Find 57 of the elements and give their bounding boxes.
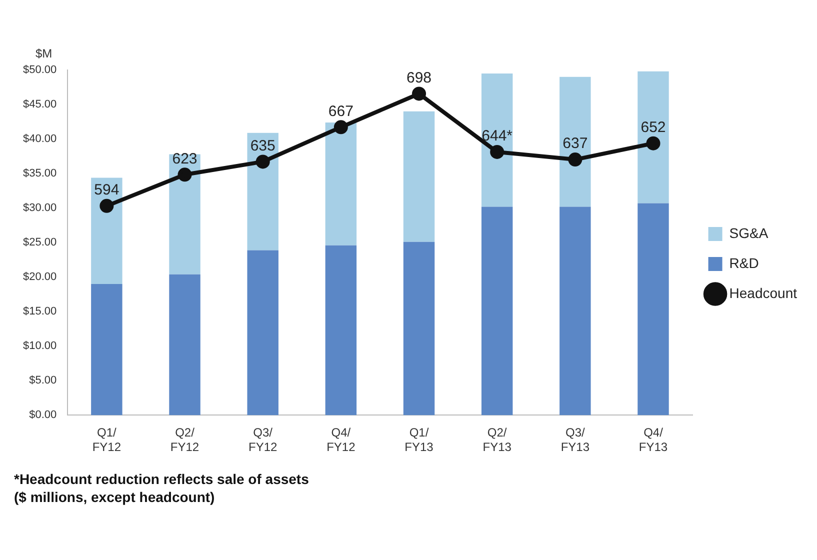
data-label: 652 xyxy=(640,118,666,136)
bar xyxy=(638,71,669,204)
bar xyxy=(560,206,591,416)
y-tick-label: $30.00 xyxy=(22,202,57,214)
bar xyxy=(403,242,435,416)
y-tick-label: $25.00 xyxy=(22,236,57,249)
bar xyxy=(481,206,513,416)
x-tick-label: Q1/ FY13 xyxy=(404,426,434,454)
bar xyxy=(247,132,278,250)
point xyxy=(256,154,270,169)
bar xyxy=(325,245,357,416)
y-tick-label: $20.00 xyxy=(22,271,57,284)
bar xyxy=(169,154,200,274)
legend-label: SG&A xyxy=(729,224,769,241)
y-tick-label: $45.00 xyxy=(22,98,57,111)
y-axis-title: $M xyxy=(35,46,52,60)
y-tick-label: $50.00 xyxy=(22,64,57,76)
data-label: 637 xyxy=(562,135,588,152)
y-tick-label: $10.00 xyxy=(22,340,57,352)
x-tick-label: Q2/ FY13 xyxy=(482,426,512,454)
text: *Headcount reduction reflects sale of assets xyxy=(14,470,309,488)
y-tick-label: $35.00 xyxy=(22,168,57,180)
point xyxy=(490,144,504,159)
x-tick-label: Q3/ FY12 xyxy=(248,426,278,454)
point xyxy=(334,120,348,134)
bar xyxy=(247,250,278,416)
point xyxy=(412,86,426,101)
data-label: 644* xyxy=(482,128,513,145)
point xyxy=(100,198,114,213)
legend-label: R&D xyxy=(729,254,759,271)
bar xyxy=(638,203,669,416)
data-label: 635 xyxy=(250,137,276,154)
x-tick-label: Q4/ FY13 xyxy=(638,426,668,454)
point xyxy=(646,136,660,150)
bar xyxy=(91,178,122,284)
x-tick-label: Q1/ FY12 xyxy=(92,426,122,454)
data-label: 698 xyxy=(406,69,432,86)
text: ($ millions, except headcount) xyxy=(14,488,216,506)
bar xyxy=(325,122,357,246)
y-tick-label: $40.00 xyxy=(22,133,57,146)
legend-label: Headcount xyxy=(729,284,798,301)
x-tick-label: Q3/ FY13 xyxy=(560,426,590,454)
x-tick-label: Q4/ FY12 xyxy=(326,426,356,454)
point xyxy=(568,152,582,167)
data-label: 667 xyxy=(328,102,354,120)
y-tick-label: $5.00 xyxy=(29,374,57,387)
point xyxy=(178,168,192,182)
data-label: 594 xyxy=(94,182,120,199)
y-tick-label: $0.00 xyxy=(29,409,57,422)
bar xyxy=(169,274,200,416)
x-tick-label: Q2/ FY12 xyxy=(170,426,200,454)
y-tick-label: $15.00 xyxy=(22,306,57,318)
bar xyxy=(560,76,591,207)
bar xyxy=(481,73,513,207)
bar xyxy=(403,111,435,242)
bar xyxy=(91,284,122,416)
data-label: 623 xyxy=(172,150,198,168)
